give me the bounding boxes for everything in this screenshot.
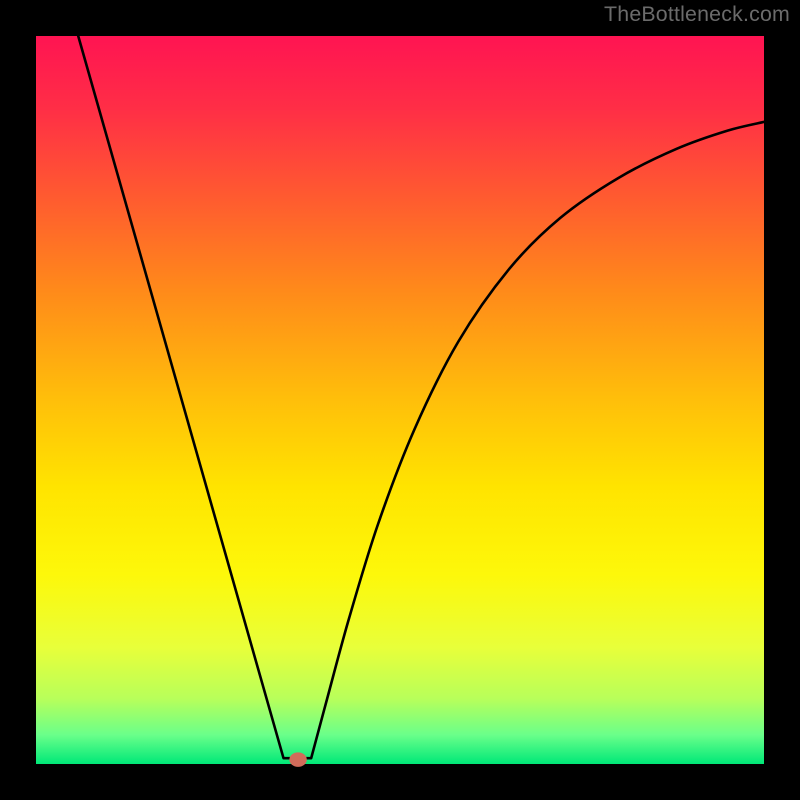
optimal-point-marker — [289, 752, 306, 767]
chart-stage: TheBottleneck.com — [0, 0, 800, 800]
plot-background — [36, 36, 764, 764]
chart-svg — [0, 0, 800, 800]
watermark-text: TheBottleneck.com — [604, 2, 790, 27]
